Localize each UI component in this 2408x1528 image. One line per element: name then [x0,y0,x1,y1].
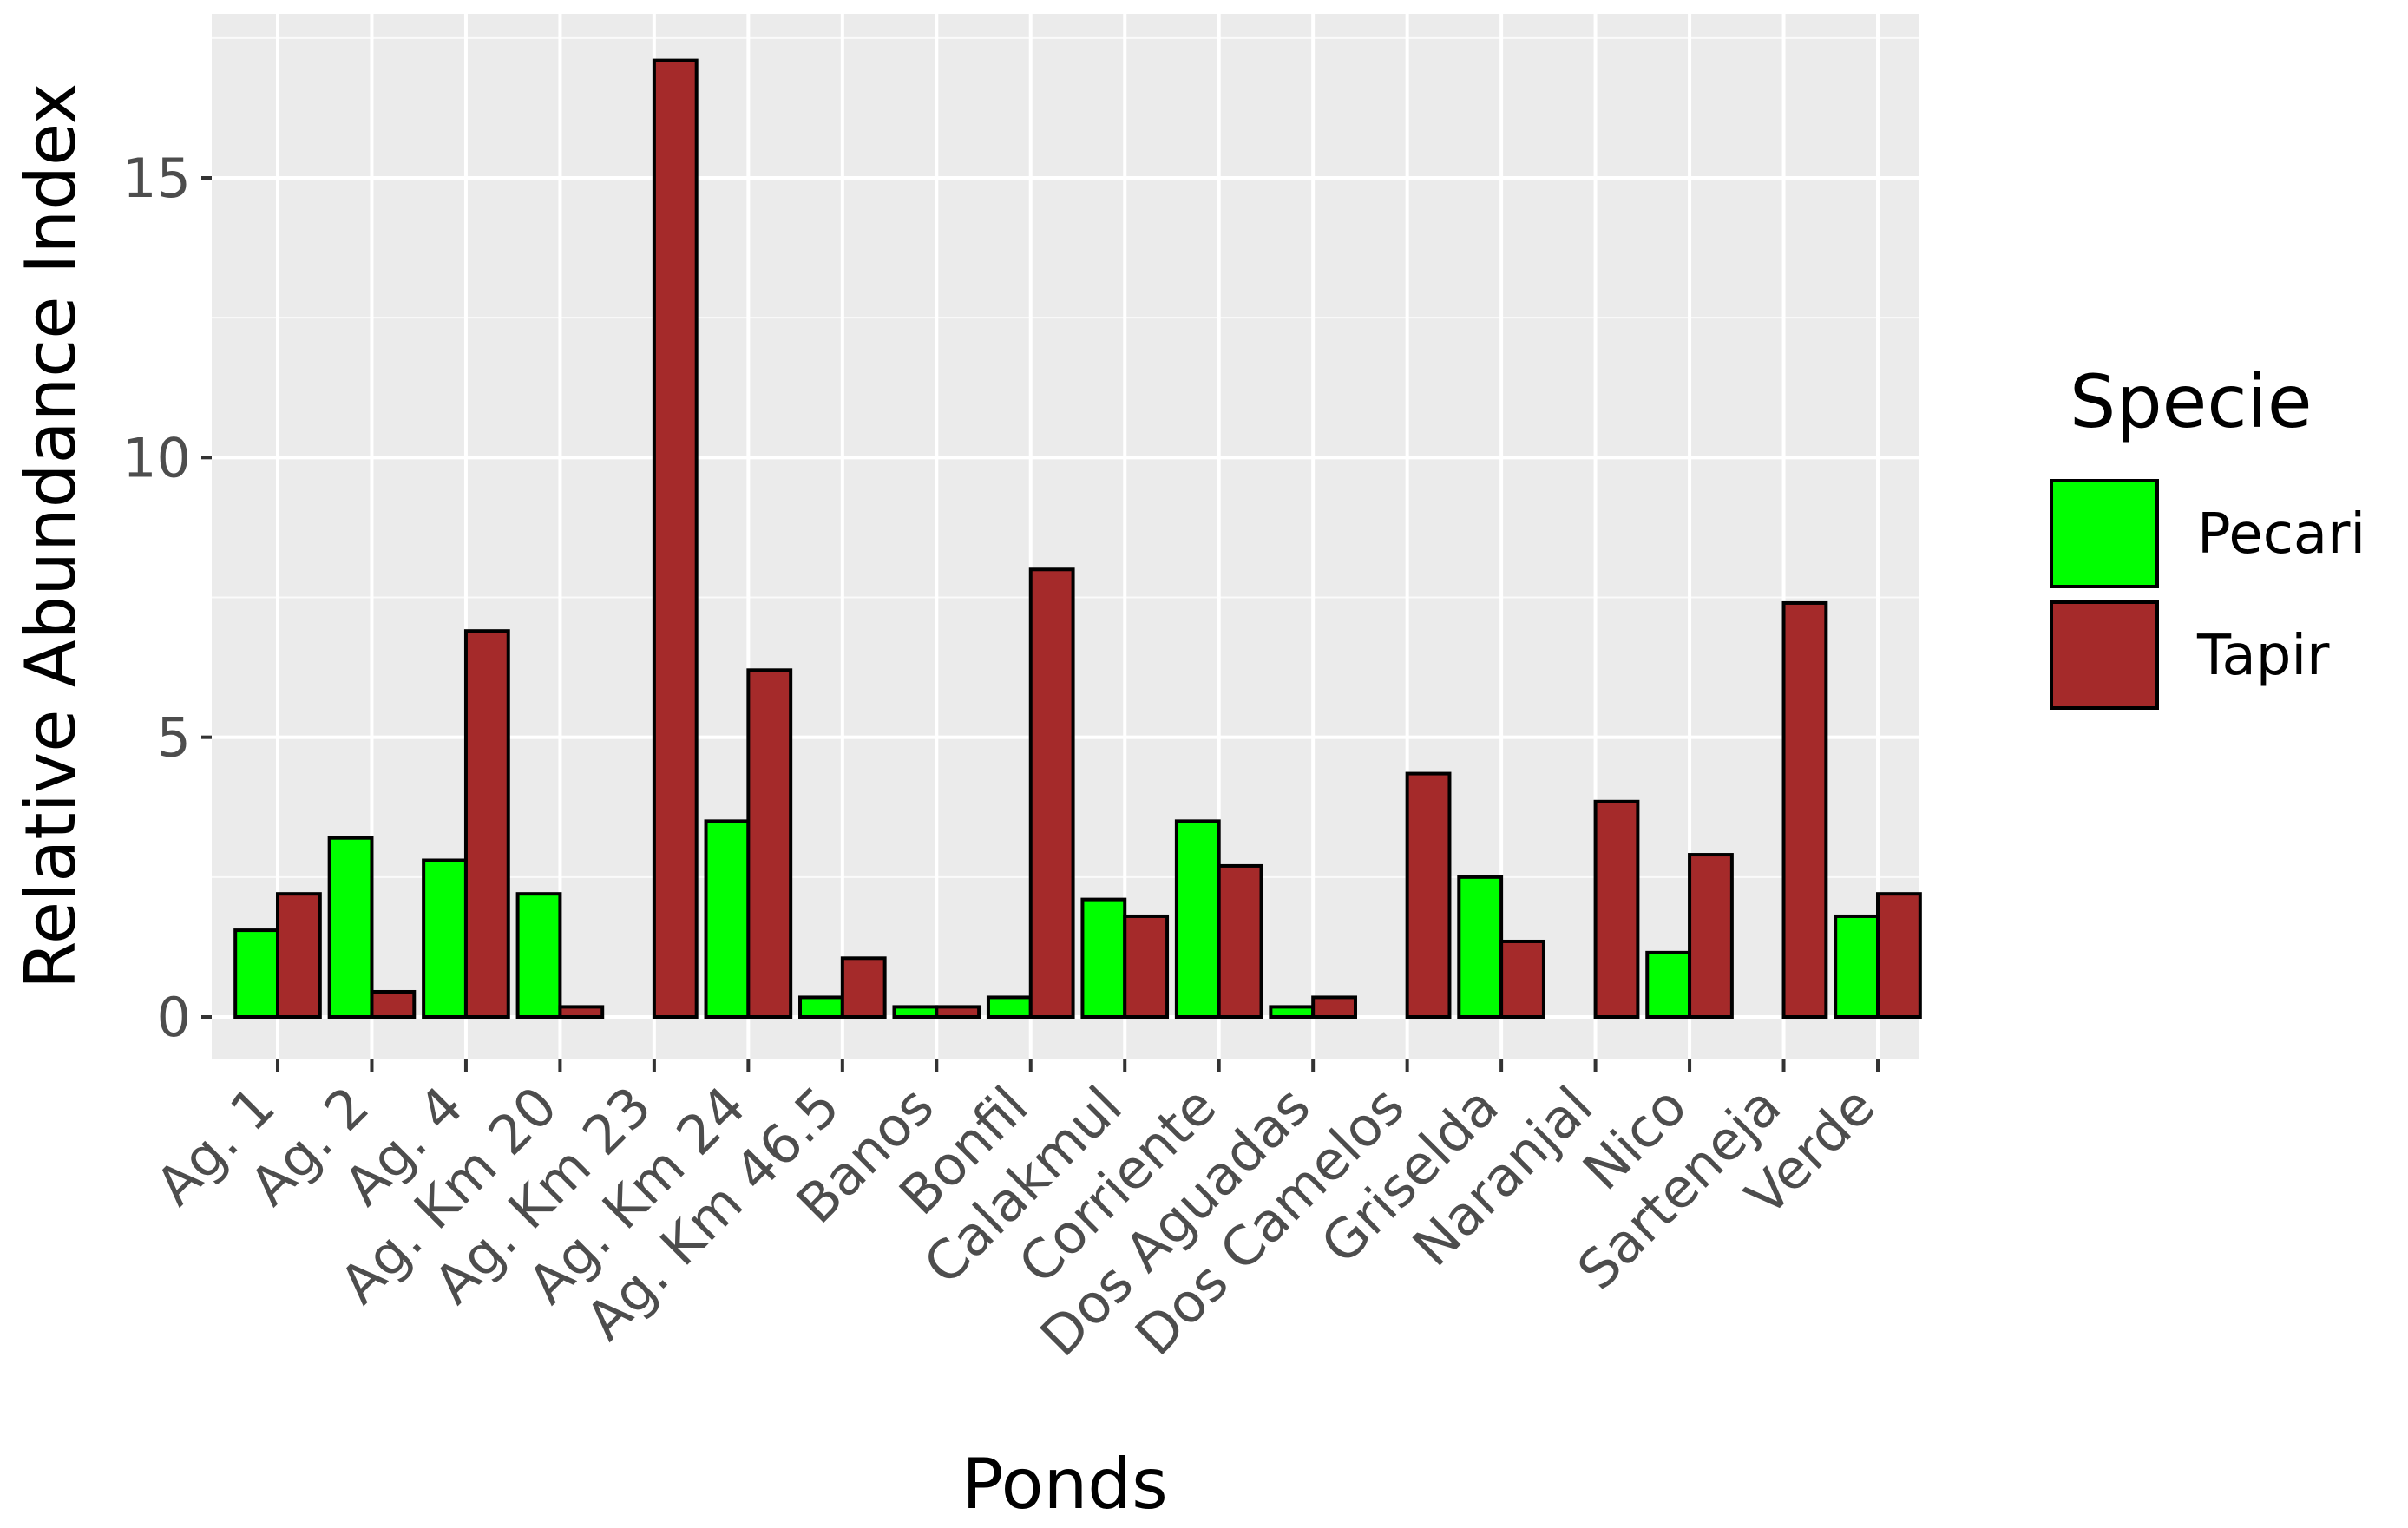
y-axis-title: Relative Abundance Index [10,83,91,989]
y-tick-label: 5 [157,706,191,770]
y-tick-label: 10 [122,426,191,489]
bar-pecari [1174,819,1221,1019]
x-axis-title: Ponds [961,1444,1168,1525]
bar-pecari [327,836,374,1019]
legend-key-tapir [2050,600,2159,710]
bar-pecari [1834,914,1880,1019]
bar-pecari [233,928,279,1019]
bar-group [233,58,1922,1020]
bar-tapir [652,58,699,1020]
legend-key-pecari [2050,479,2159,588]
bar-pecari [1269,1005,1316,1019]
bar-tapir [276,892,322,1019]
bar-tapir [1028,567,1075,1019]
bar-tapir [1688,853,1734,1020]
bar-pecari [422,858,468,1020]
bar-pecari [515,892,562,1019]
bar-tapir [1781,600,1828,1019]
legend: Specie Pecari Tapir [2050,359,2365,710]
bar-pecari [986,995,1033,1019]
bar-tapir [1311,995,1357,1019]
bar-tapir [935,1005,981,1019]
bar-tapir [370,989,417,1019]
bar-tapir [1405,771,1452,1019]
y-tick-label: 0 [157,986,191,1049]
bar-tapir [746,668,793,1019]
bar-tapir [558,1005,605,1019]
bar-tapir [1217,863,1263,1019]
bar-tapir [840,956,887,1020]
legend-label-tapir: Tapir [2196,624,2330,688]
bar-tapir [1499,939,1545,1019]
bar-pecari [1645,950,1692,1019]
y-axis: 0 5 10 15 [122,147,212,1049]
bar-tapir [1593,799,1640,1020]
bar-tapir [1876,892,1922,1019]
bar-tapir [463,629,510,1019]
bar-pecari [704,819,751,1019]
bar-pecari [1080,897,1127,1019]
bar-pecari [798,995,844,1019]
legend-label-pecari: Pecari [2197,502,2365,567]
legend-title: Specie [2070,359,2313,444]
bar-pecari [1457,875,1504,1019]
bar-pecari [892,1005,939,1019]
y-tick-label: 15 [122,147,191,210]
bar-tapir [1123,914,1170,1019]
